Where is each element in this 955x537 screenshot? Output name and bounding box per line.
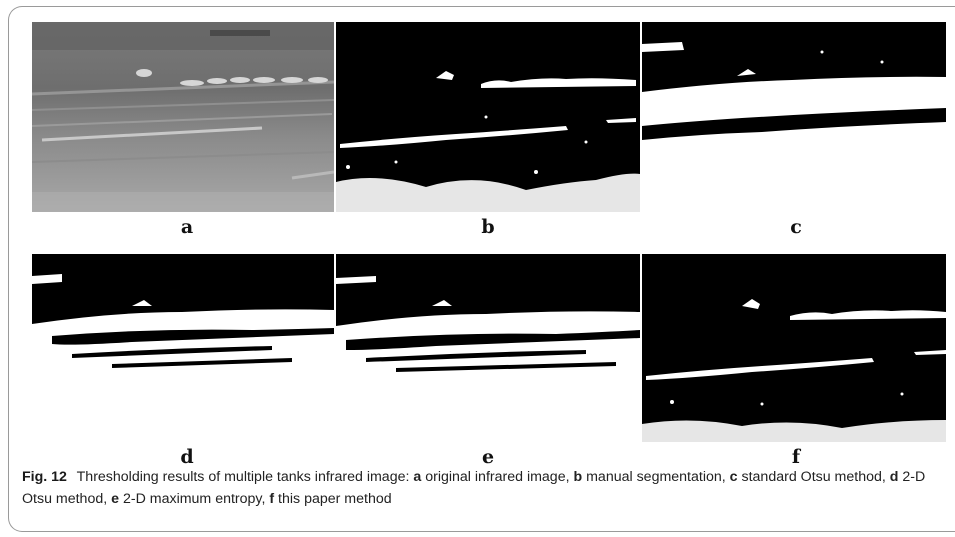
sublabel-f: f (791, 446, 801, 468)
caption-letter-a: a (413, 469, 422, 485)
figure-caption: Fig. 12 Thresholding results of multiple… (22, 469, 926, 507)
panel-c-standard-otsu (642, 22, 946, 212)
caption-letter-f: f (269, 491, 275, 507)
panel-b-manual-segmentation (336, 22, 640, 212)
panel-a-original-infrared (32, 22, 334, 212)
caption-desc-f: this paper method (278, 491, 392, 507)
sublabel-d: d (180, 446, 194, 468)
caption-desc-b: manual segmentation (586, 469, 722, 485)
caption-desc-a: original infrared image (425, 469, 566, 485)
caption-intro: Thresholding results of multiple tanks i… (76, 469, 410, 485)
panel-f-this-paper-method (642, 254, 946, 442)
caption-letter-e: e (111, 491, 120, 507)
caption-desc-c: standard Otsu method (741, 469, 882, 485)
caption-desc-d: 2-D Otsu method (22, 469, 926, 507)
figure-frame (8, 6, 955, 532)
sublabel-c: c (790, 216, 802, 238)
panel-e-2d-max-entropy (336, 254, 640, 442)
figure-number: Fig. 12 (22, 469, 67, 485)
caption-desc-e: 2-D maximum entropy (122, 491, 262, 507)
sublabel-b: b (481, 216, 495, 238)
caption-letter-d: d (889, 469, 899, 485)
sublabel-e: e (481, 446, 495, 468)
caption-letter-b: b (573, 469, 583, 485)
caption-letter-c: c (729, 469, 738, 485)
sublabel-a: a (180, 216, 194, 238)
panel-d-2d-otsu (32, 254, 334, 442)
